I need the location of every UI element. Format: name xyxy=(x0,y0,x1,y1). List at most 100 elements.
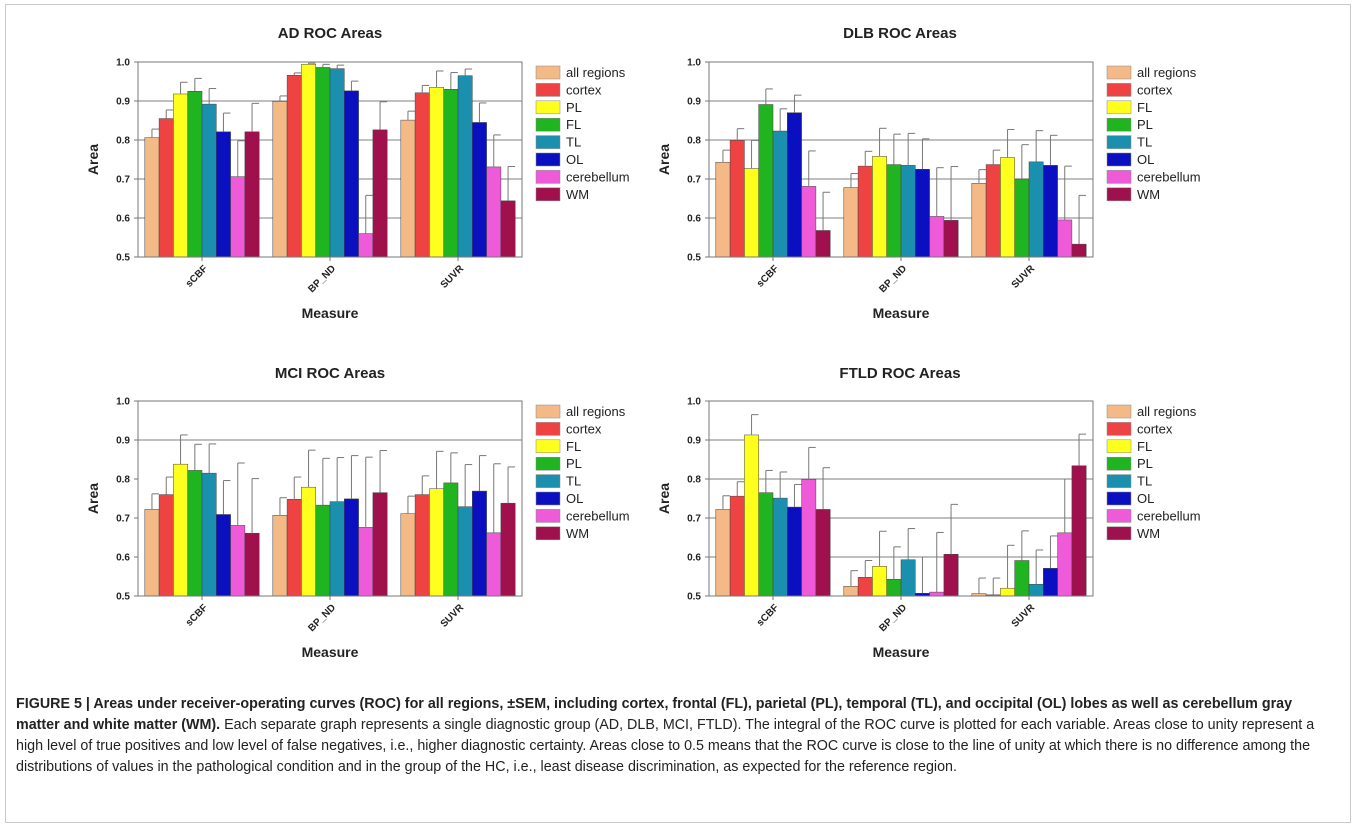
y-tick-label: 0.8 xyxy=(116,136,130,147)
y-axis-label: Area xyxy=(656,483,672,514)
bar-OL-sCBF xyxy=(787,506,802,597)
bar-TL-sCBF xyxy=(772,130,788,258)
legend-label: OL xyxy=(566,152,583,167)
legend-label: cortex xyxy=(1137,421,1173,436)
bar-WM-BP_ND xyxy=(372,492,388,597)
legend-swatch xyxy=(1106,422,1132,436)
bar-all-regions-BP_ND xyxy=(843,187,859,258)
legend-swatch xyxy=(535,526,561,541)
legend-label: TL xyxy=(1137,135,1152,150)
legend-label: PL xyxy=(1137,117,1153,132)
bar-TL-BP_ND xyxy=(900,559,916,597)
bar-WM-SUVR xyxy=(1071,243,1087,258)
bar-PL-BP_ND xyxy=(315,504,331,597)
bar-cerebellum-SUVR xyxy=(486,166,502,258)
chart-panel-2: MCI ROC Areas 0.5 0.6 0.7 0.8 0.9 1.0 sCBF BP_ND… xyxy=(85,365,630,660)
bar-WM-sCBF xyxy=(815,230,831,258)
x-category-label: BP_ND xyxy=(306,602,338,634)
legend-swatch xyxy=(535,491,561,506)
legend-label: PL xyxy=(566,456,582,471)
x-category-label: SUVR xyxy=(439,602,467,630)
bar-FL-BP_ND xyxy=(872,566,887,597)
legend-swatch xyxy=(1106,404,1132,419)
legend-label: cortex xyxy=(1137,82,1173,97)
y-tick-label: 0.9 xyxy=(687,436,701,447)
legend-label: cerebellum xyxy=(1137,169,1201,184)
chart-panel-1: DLB ROC Areas 0.5 0.6 0.7 0.8 0.9 1.0 sCBF BP_ND… xyxy=(656,25,1201,321)
legend-label: cerebellum xyxy=(566,508,630,523)
x-category-label: sCBF xyxy=(184,602,210,628)
x-category-label: BP_ND xyxy=(877,602,909,634)
legend-label: FL xyxy=(566,439,581,454)
x-category-label: SUVR xyxy=(1010,602,1038,630)
legend-swatch xyxy=(1106,509,1132,523)
legend-label: WM xyxy=(566,187,589,202)
bar-OL-sCBF xyxy=(787,112,802,258)
legend-label: WM xyxy=(1137,526,1160,541)
chart-title: FTLD ROC Areas xyxy=(839,365,960,382)
legend-swatch xyxy=(535,152,561,167)
bar-TL-SUVR xyxy=(457,506,473,597)
chart-title: MCI ROC Areas xyxy=(275,365,385,382)
legend-swatch xyxy=(535,65,561,80)
legend-swatch xyxy=(1106,456,1132,471)
bar-FL-sCBF xyxy=(187,91,203,258)
y-tick-label: 1.0 xyxy=(687,58,701,69)
bar-cortex-BP_ND xyxy=(286,499,302,597)
bar-cortex-BP_ND xyxy=(857,577,873,597)
legend-swatch xyxy=(1106,100,1132,115)
bar-cerebellum-sCBF xyxy=(801,479,817,597)
bar-PL-SUVR xyxy=(1014,178,1030,258)
bar-WM-BP_ND xyxy=(943,220,959,258)
bar-all-regions-sCBF xyxy=(144,137,160,258)
bar-WM-sCBF xyxy=(244,131,260,258)
bar-WM-SUVR xyxy=(500,200,516,258)
bar-OL-BP_ND xyxy=(915,169,930,258)
legend-swatch xyxy=(1106,152,1132,167)
bar-all-regions-sCBF xyxy=(715,509,731,597)
bar-TL-sCBF xyxy=(201,472,217,597)
legend-label: cerebellum xyxy=(566,169,630,184)
y-tick-label: 0.6 xyxy=(687,553,701,564)
bar-TL-SUVR xyxy=(1028,161,1044,258)
bar-all-regions-SUVR xyxy=(971,183,987,258)
x-category-label: sCBF xyxy=(755,602,781,628)
y-tick-label: 1.0 xyxy=(687,397,701,408)
bar-WM-SUVR xyxy=(500,502,516,597)
y-tick-label: 0.8 xyxy=(687,136,701,147)
x-category-label: BP_ND xyxy=(306,263,338,295)
legend-label: OL xyxy=(1137,491,1154,506)
y-tick-label: 0.5 xyxy=(116,592,130,603)
bar-WM-BP_ND xyxy=(943,554,959,597)
bar-cerebellum-sCBF xyxy=(801,186,817,258)
legend-label: cortex xyxy=(566,421,602,436)
bar-TL-sCBF xyxy=(772,497,788,597)
figure-frame xyxy=(5,4,1351,823)
bar-PL-BP_ND xyxy=(886,164,902,258)
y-tick-label: 0.6 xyxy=(116,553,130,564)
bar-PL-SUVR xyxy=(429,87,444,258)
y-tick-label: 0.7 xyxy=(116,175,130,186)
bar-TL-BP_ND xyxy=(329,501,345,597)
legend-swatch xyxy=(1106,170,1132,184)
bar-TL-BP_ND xyxy=(329,68,345,258)
bar-OL-SUVR xyxy=(472,490,487,597)
y-tick-label: 0.5 xyxy=(687,592,701,603)
legend-swatch xyxy=(535,509,561,523)
bar-OL-SUVR xyxy=(472,122,487,258)
bar-cortex-SUVR xyxy=(985,164,1001,258)
bar-cerebellum-BP_ND xyxy=(929,216,945,258)
y-tick-label: 0.9 xyxy=(687,97,701,108)
figure-caption: FIGURE 5 | Areas under receiver-operatin… xyxy=(16,694,1336,778)
bar-TL-SUVR xyxy=(457,75,473,258)
legend-label: all regions xyxy=(566,404,626,419)
legend-swatch xyxy=(535,187,561,202)
legend-label: all regions xyxy=(1137,404,1197,419)
bar-OL-sCBF xyxy=(216,131,231,258)
y-tick-label: 0.9 xyxy=(116,97,130,108)
legend-label: WM xyxy=(566,526,589,541)
legend-label: FL xyxy=(566,117,581,132)
y-axis-label: Area xyxy=(85,483,101,514)
y-tick-label: 0.7 xyxy=(687,514,701,525)
bar-PL-SUVR xyxy=(443,482,459,597)
